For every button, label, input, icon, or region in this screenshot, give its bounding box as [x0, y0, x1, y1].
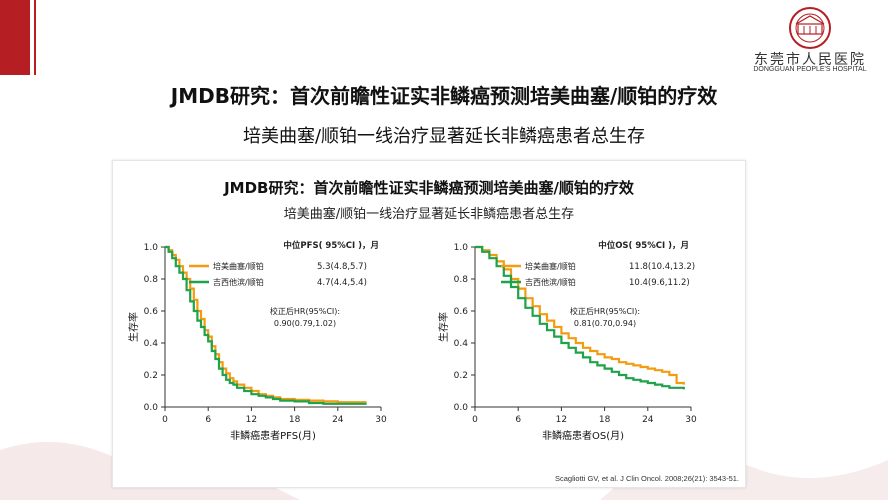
- x-tick-label: 12: [246, 415, 257, 425]
- x-tick-label: 24: [642, 415, 654, 425]
- legend-median: 11.8(10.4,13.2): [629, 262, 695, 272]
- hospital-name-en: DONGGUAN PEOPLE'S HOSPITAL: [753, 66, 867, 73]
- hospital-name-cn: 东莞市人民医院: [754, 52, 866, 68]
- hospital-logo: 东莞市人民医院 DONGGUAN PEOPLE'S HOSPITAL: [746, 6, 874, 76]
- accent-bar: [0, 0, 30, 75]
- hr-label: 校正后HR(95%CI):: [270, 306, 340, 316]
- legend-label: 培美曲塞/顺铂: [213, 261, 264, 271]
- x-tick-label: 0: [162, 415, 168, 425]
- y-tick-label: 1.0: [454, 243, 469, 253]
- legend-label: 培美曲塞/顺铂: [525, 261, 576, 271]
- y-tick-label: 0.2: [144, 371, 158, 381]
- x-axis-label: 非鳞癌患者PFS(月): [230, 429, 316, 442]
- x-tick-label: 30: [375, 415, 387, 425]
- pfs-chart: 0.0 0.2 0.4 0.6 0.8 1.0 0 6 12 18 24 30 非鳞癌患者PFS(月) 生…: [127, 240, 387, 442]
- x-tick-label: 30: [685, 415, 697, 425]
- y-tick-label: 0.0: [454, 403, 469, 413]
- x-tick-label: 18: [289, 415, 301, 425]
- hr-label: 校正后HR(95%CI):: [570, 306, 640, 316]
- x-tick-label: 18: [599, 415, 611, 425]
- figure-title: JMDB研究：首次前瞻性证实非鳞癌预测培美曲塞/顺铂的疗效: [224, 179, 634, 197]
- accent-bar-thin: [34, 0, 36, 75]
- y-tick-label: 0.8: [454, 275, 469, 285]
- y-tick-label: 0.4: [454, 339, 469, 349]
- legend-median: 5.3(4.8,5.7): [317, 262, 367, 272]
- x-axis-label: 非鳞癌患者OS(月): [542, 429, 624, 442]
- x-tick-label: 24: [332, 415, 344, 425]
- series-line-gemcitabine: [165, 245, 367, 405]
- legend-header: 中位PFS( 95%CI )，月: [283, 240, 379, 251]
- y-tick-label: 0.0: [144, 403, 159, 413]
- slide-subtitle: 培美曲塞/顺铂一线治疗显著延长非鳞癌患者总生存: [242, 126, 646, 147]
- chart-figure: JMDB研究：首次前瞻性证实非鳞癌预测培美曲塞/顺铂的疗效 培美曲塞/顺铂一线治…: [112, 160, 746, 488]
- x-tick-label: 12: [556, 415, 567, 425]
- slide-title: JMDB研究：首次前瞻性证实非鳞癌预测培美曲塞/顺铂的疗效: [170, 84, 718, 108]
- y-axis-label: 生存率: [437, 312, 450, 342]
- legend-label: 吉西他滨/顺铂: [213, 277, 264, 287]
- y-tick-label: 0.4: [144, 339, 159, 349]
- x-tick-label: 0: [472, 415, 478, 425]
- legend-median: 10.4(9.6,11.2): [629, 278, 690, 288]
- y-tick-label: 0.6: [144, 307, 159, 317]
- legend-median: 4.7(4.4,5.4): [317, 278, 367, 288]
- hr-value: 0.90(0.79,1.02): [274, 319, 336, 328]
- os-chart: 0.0 0.2 0.4 0.6 0.8 1.0 0 6 12 18 24 30 非鳞癌患者OS(月) 生存…: [437, 240, 697, 442]
- y-tick-label: 0.6: [454, 307, 469, 317]
- figure-subtitle: 培美曲塞/顺铂一线治疗显著延长非鳞癌患者总生存: [283, 207, 575, 222]
- accent-gap: [30, 0, 34, 75]
- hr-value: 0.81(0.70,0.94): [574, 319, 636, 328]
- legend-label: 吉西他滨/顺铂: [525, 277, 576, 287]
- y-tick-label: 0.8: [144, 275, 159, 285]
- y-tick-label: 0.2: [454, 371, 468, 381]
- y-tick-label: 1.0: [144, 243, 159, 253]
- citation: Scagliotti GV, et al. J Clin Oncol. 2008…: [555, 474, 739, 483]
- hospital-emblem-icon: [789, 7, 831, 49]
- y-axis-label: 生存率: [127, 312, 140, 342]
- legend-header: 中位OS( 95%CI )，月: [598, 240, 689, 251]
- x-tick-label: 6: [205, 415, 211, 425]
- x-tick-label: 6: [515, 415, 521, 425]
